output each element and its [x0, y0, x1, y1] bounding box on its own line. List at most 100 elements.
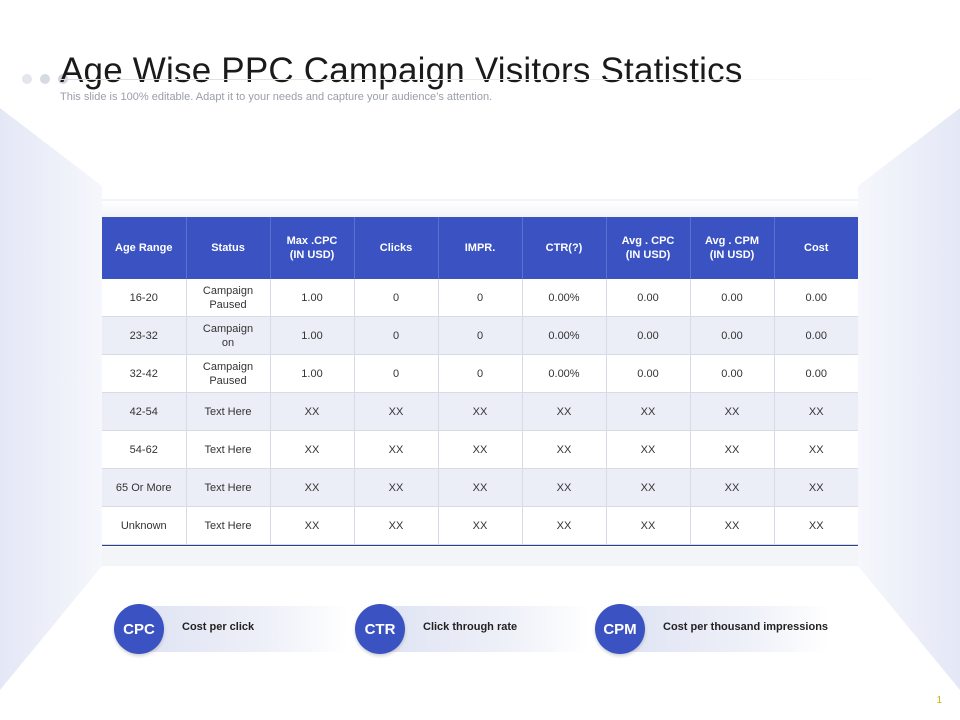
table-cell: Campaign on [186, 316, 271, 355]
table-cell: XX [354, 392, 439, 431]
table-cell: 0.00 [774, 354, 858, 393]
table-cell: XX [606, 468, 691, 507]
table-cell: 0.00 [606, 279, 691, 317]
floor-strip [102, 547, 858, 566]
legend-badge-cpc: CPC [114, 604, 164, 654]
legend-label-ctr: Click through rate [423, 621, 518, 633]
dot-icon [22, 74, 32, 84]
table-cell: XX [354, 430, 439, 469]
header-status: Status [186, 217, 271, 279]
table-cell: XX [690, 392, 775, 431]
table-cell: XX [522, 430, 607, 469]
header-cost: Cost [774, 217, 858, 279]
table-cell: XX [606, 392, 691, 431]
ceiling-strip [102, 200, 858, 217]
table-header-row: Age Range Status Max .CPC (IN USD) Click… [102, 217, 858, 279]
table-cell: 0.00 [690, 316, 775, 355]
table-cell: Text Here [186, 430, 271, 469]
table-cell: XX [354, 506, 439, 545]
table-cell: XX [690, 430, 775, 469]
table-cell: Text Here [186, 468, 271, 507]
table-cell: 0 [354, 354, 439, 393]
table-cell: 23-32 [102, 316, 187, 355]
header-impressions: IMPR. [438, 217, 523, 279]
table-cell: 0 [438, 316, 523, 355]
header-ctr: CTR(?) [522, 217, 607, 279]
header-age-range: Age Range [102, 217, 187, 279]
table-cell: 0.00% [522, 316, 607, 355]
page-number: 1 [936, 695, 942, 706]
page-subtitle: This slide is 100% editable. Adapt it to… [60, 91, 493, 103]
table-row: Unknown Text Here XX XX XX XX XX XX XX [102, 506, 858, 545]
table-cell: 42-54 [102, 392, 187, 431]
table-cell: 1.00 [270, 279, 355, 317]
table-row: 16-20 Campaign Paused 1.00 0 0 0.00% 0.00 0.00 0… [102, 279, 858, 317]
table-cell: XX [522, 468, 607, 507]
statistics-table: Age Range Status Max .CPC (IN USD) Click… [102, 217, 858, 545]
legend-bar [619, 606, 829, 652]
table-cell: Campaign Paused [186, 279, 271, 317]
table-cell: 0.00 [690, 354, 775, 393]
legend-bar [379, 606, 589, 652]
table-cell: XX [522, 506, 607, 545]
table-row: 23-32 Campaign on 1.00 0 0 0.00% 0.00 0.00 0.00 [102, 316, 858, 355]
legend-bar [138, 606, 348, 652]
header-avg-cpm: Avg . CPM (IN USD) [690, 217, 775, 279]
header-clicks: Clicks [354, 217, 439, 279]
table-cell: XX [606, 506, 691, 545]
table-row: 42-54 Text Here XX XX XX XX XX XX XX [102, 392, 858, 431]
table-cell: XX [270, 392, 355, 431]
table-cell: 0.00% [522, 354, 607, 393]
table-cell: 0.00 [774, 316, 858, 355]
table-cell: XX [606, 430, 691, 469]
table-body: 16-20 Campaign Paused 1.00 0 0 0.00% 0.00 0.00 0… [102, 279, 858, 545]
right-wall [858, 108, 960, 690]
left-wall [0, 108, 102, 690]
table-cell: XX [774, 468, 858, 507]
table-cell: 65 Or More [102, 468, 187, 507]
table-cell: XX [438, 468, 523, 507]
table-cell: 0.00% [522, 279, 607, 317]
table-cell: XX [438, 506, 523, 545]
table-cell: XX [270, 468, 355, 507]
table-cell: XX [690, 506, 775, 545]
table-cell: 54-62 [102, 430, 187, 469]
legend-label-cpm: Cost per thousand impressions [663, 621, 829, 633]
table-cell: XX [774, 392, 858, 431]
table-cell: XX [354, 468, 439, 507]
table-cell: 1.00 [270, 316, 355, 355]
table-cell: XX [690, 468, 775, 507]
table-cell: Unknown [102, 506, 187, 545]
table-cell: XX [270, 506, 355, 545]
table-cell: 0 [354, 279, 439, 317]
legend-badge-ctr: CTR [355, 604, 405, 654]
header-max-cpc: Max .CPC (IN USD) [270, 217, 355, 279]
title-divider [60, 79, 900, 80]
dot-icon [40, 74, 50, 84]
table-cell: 16-20 [102, 279, 187, 317]
page-title: Age Wise PPC Campaign Visitors Statistic… [60, 51, 743, 91]
table-row: 54-62 Text Here XX XX XX XX XX XX XX [102, 430, 858, 469]
table-cell: 0.00 [606, 354, 691, 393]
table-cell: 0 [438, 354, 523, 393]
table-cell: XX [270, 430, 355, 469]
table-cell: Text Here [186, 506, 271, 545]
table-cell: 0.00 [774, 279, 858, 317]
table-cell: 32-42 [102, 354, 187, 393]
table-cell: XX [774, 430, 858, 469]
legend-badge-cpm: CPM [595, 604, 645, 654]
table-cell: 0 [354, 316, 439, 355]
table-cell: 0.00 [606, 316, 691, 355]
table-cell: XX [438, 430, 523, 469]
header-avg-cpc: Avg . CPC (IN USD) [606, 217, 691, 279]
table-cell: XX [438, 392, 523, 431]
table-cell: 1.00 [270, 354, 355, 393]
table-row: 32-42 Campaign Paused 1.00 0 0 0.00% 0.00 0.00 0… [102, 354, 858, 393]
table-cell: XX [774, 506, 858, 545]
table-cell: 0.00 [690, 279, 775, 317]
table-cell: XX [522, 392, 607, 431]
table-cell: Campaign Paused [186, 354, 271, 393]
table-cell: 0 [438, 279, 523, 317]
legend-label-cpc: Cost per click [182, 621, 255, 633]
table-row: 65 Or More Text Here XX XX XX XX XX XX XX [102, 468, 858, 507]
